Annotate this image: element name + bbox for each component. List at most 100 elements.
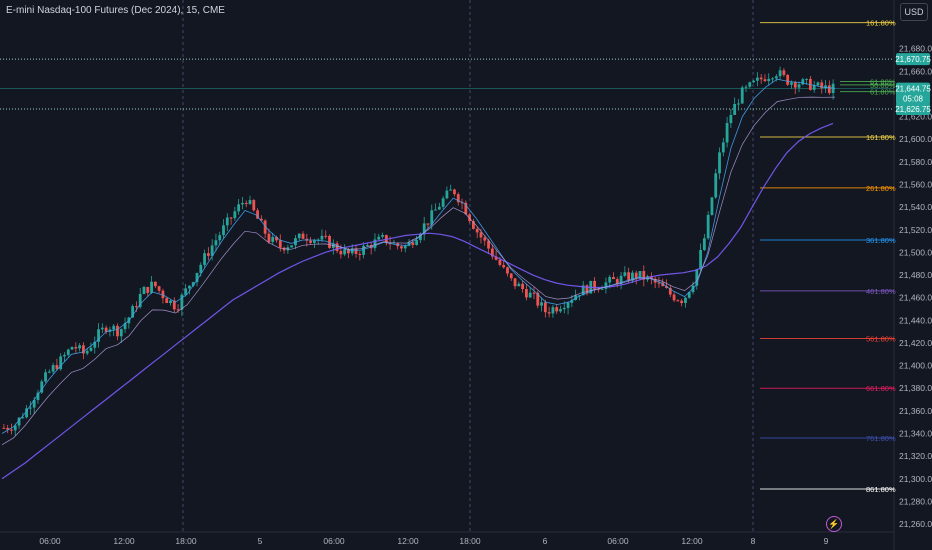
price-label-text: 05:08 bbox=[903, 94, 924, 103]
candle-body bbox=[339, 251, 343, 255]
candle-body bbox=[328, 235, 331, 248]
candle-body bbox=[400, 246, 403, 249]
y-tick-label: 21,540.00 bbox=[899, 202, 932, 212]
x-tick-label: 06:00 bbox=[607, 536, 629, 546]
candle-body bbox=[547, 312, 551, 314]
candle-body bbox=[335, 243, 339, 252]
candle-body bbox=[437, 206, 441, 210]
candle-body bbox=[214, 240, 218, 246]
price-label-box bbox=[896, 92, 930, 105]
candle-body bbox=[70, 347, 74, 350]
candle-body bbox=[66, 349, 70, 355]
candle-body bbox=[244, 202, 248, 204]
candle-body bbox=[729, 114, 733, 124]
fib-level-label: 561.80% bbox=[866, 334, 896, 343]
ma-slow-line bbox=[1, 122, 834, 480]
candle-body bbox=[369, 245, 373, 249]
candle-body bbox=[422, 223, 426, 235]
candle-body bbox=[78, 345, 82, 349]
candle-body bbox=[411, 242, 415, 245]
candle-body bbox=[483, 237, 487, 241]
x-tick-label: 9 bbox=[824, 536, 829, 546]
x-tick-label: 06:00 bbox=[39, 536, 61, 546]
candle-body bbox=[608, 276, 612, 283]
fib-level-label: 461.80% bbox=[866, 287, 896, 296]
candle-body bbox=[733, 104, 737, 115]
candle-body bbox=[562, 307, 566, 310]
candle-body bbox=[206, 253, 210, 256]
x-tick-label: 18:00 bbox=[175, 536, 197, 546]
candle-body bbox=[229, 217, 233, 219]
candle-body bbox=[195, 272, 199, 283]
candle-body bbox=[494, 256, 498, 260]
candle-body bbox=[59, 356, 63, 370]
candle-body bbox=[142, 286, 146, 294]
candle-body bbox=[509, 273, 513, 279]
candle-body bbox=[426, 223, 430, 225]
fib-level-label: 861.80% bbox=[866, 485, 896, 494]
candle-body bbox=[782, 70, 786, 75]
candle-body bbox=[638, 271, 642, 279]
candle-body bbox=[112, 325, 116, 330]
candle-body bbox=[668, 287, 672, 295]
candle-body bbox=[161, 290, 165, 299]
candle-body bbox=[165, 298, 169, 304]
candle-body bbox=[282, 247, 286, 251]
candle-body bbox=[13, 425, 17, 431]
y-tick-label: 21,660.00 bbox=[899, 66, 932, 76]
candle-body bbox=[820, 82, 824, 89]
candle-body bbox=[631, 272, 634, 281]
y-tick-label: 21,440.00 bbox=[899, 315, 932, 325]
y-tick-label: 21,380.00 bbox=[899, 383, 932, 393]
candle-body bbox=[657, 282, 661, 284]
candle-body bbox=[297, 233, 301, 239]
candle-body bbox=[604, 282, 608, 289]
fib-level-label: 161.80% bbox=[866, 19, 896, 28]
candle-body bbox=[490, 248, 494, 257]
price-label-text: 21,644.75 bbox=[895, 85, 931, 94]
y-tick-label: 21,340.00 bbox=[899, 429, 932, 439]
price-label-box bbox=[896, 82, 930, 95]
candle-body bbox=[55, 365, 59, 370]
candle-body bbox=[44, 372, 47, 382]
candle-body bbox=[714, 173, 718, 198]
candle-body bbox=[267, 233, 271, 242]
candle-body bbox=[540, 302, 543, 306]
x-tick-label: 12:00 bbox=[681, 536, 703, 546]
candle-body bbox=[74, 347, 78, 349]
candle-body bbox=[615, 279, 619, 285]
candle-body bbox=[157, 286, 161, 291]
price-label-text: 21,670.75 bbox=[895, 55, 931, 64]
x-tick-label: 06:00 bbox=[323, 536, 345, 546]
candle-body bbox=[430, 210, 434, 225]
candle-body bbox=[525, 289, 528, 298]
candle-body bbox=[710, 197, 714, 215]
candle-body bbox=[445, 190, 449, 199]
lightning-icon[interactable]: ⚡ bbox=[826, 516, 842, 532]
candle-body bbox=[744, 86, 748, 88]
candle-body bbox=[812, 85, 816, 90]
y-tick-label: 21,560.00 bbox=[899, 180, 932, 190]
candle-body bbox=[737, 103, 740, 105]
candle-body bbox=[252, 200, 256, 211]
candle-body bbox=[559, 309, 562, 312]
candle-body bbox=[805, 78, 809, 80]
candle-body bbox=[32, 400, 36, 408]
candle-body bbox=[403, 245, 407, 249]
candle-body bbox=[278, 240, 282, 248]
candle-body bbox=[373, 239, 377, 249]
fib-level-label: 261.80% bbox=[866, 184, 896, 193]
ma-mid-line bbox=[1, 96, 836, 446]
candle-body bbox=[623, 272, 627, 276]
candle-body bbox=[752, 80, 755, 83]
candle-body bbox=[649, 276, 653, 279]
candle-body bbox=[40, 381, 44, 393]
ma-fast-line bbox=[1, 78, 836, 434]
candle-body bbox=[358, 253, 362, 255]
candle-body bbox=[343, 249, 347, 255]
candle-body bbox=[566, 302, 570, 308]
currency-button[interactable]: USD bbox=[900, 3, 928, 21]
candle-body bbox=[434, 209, 437, 211]
candle-body bbox=[350, 248, 354, 254]
